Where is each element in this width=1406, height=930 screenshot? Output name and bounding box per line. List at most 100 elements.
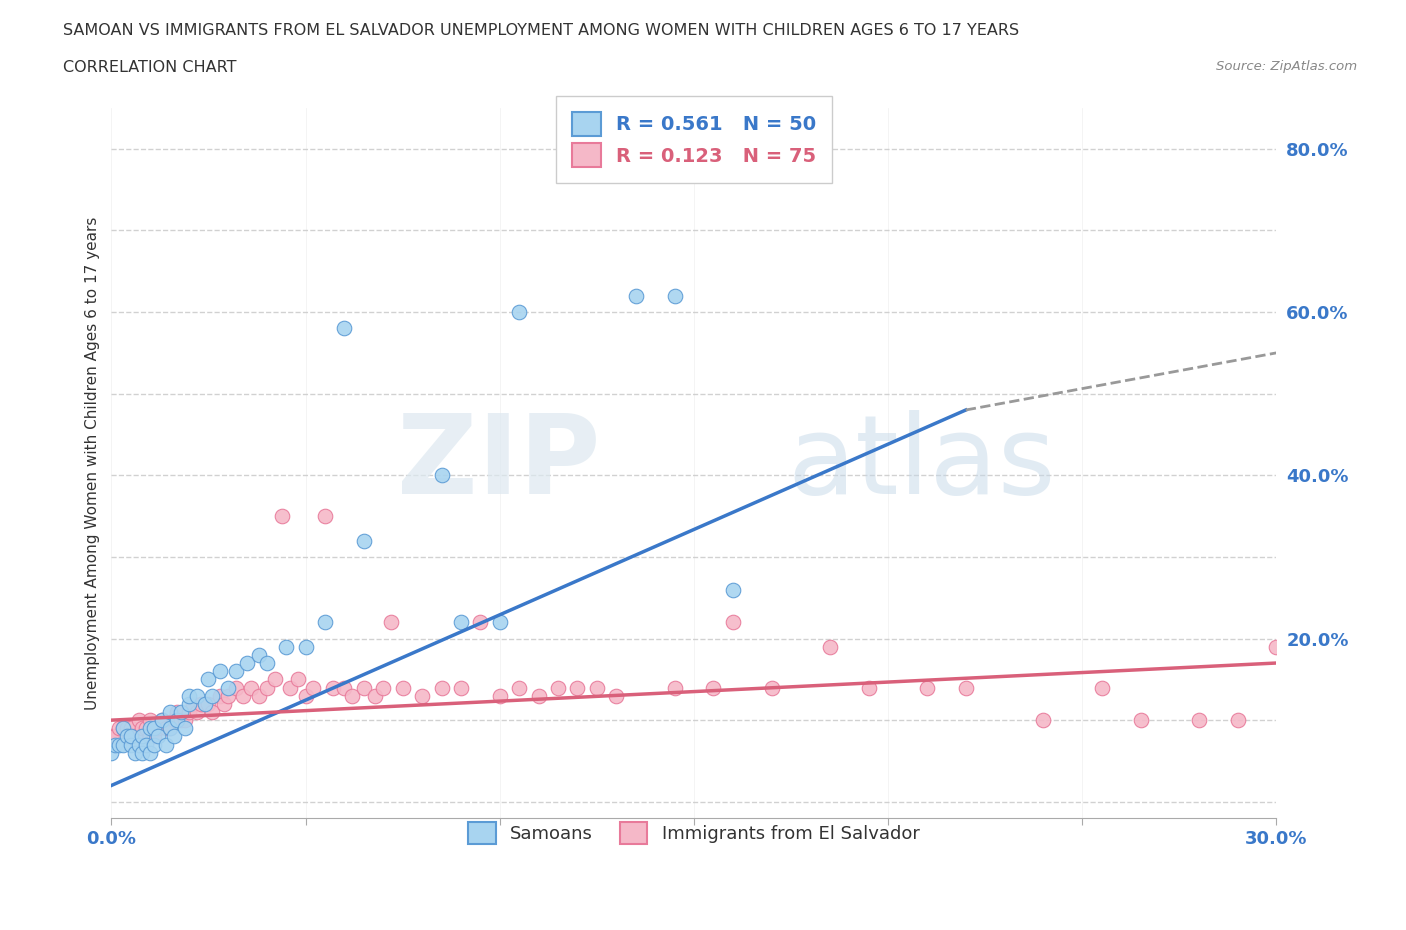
Point [1188,712,1211,727]
Point [120,729,142,744]
Point [373,680,395,695]
Point [166,705,188,720]
Point [100,729,122,744]
Point [143,729,166,744]
Point [225,664,247,679]
Point [302,680,325,695]
Point [190,697,212,711]
Point [162,712,184,727]
Legend: Samoans, Immigrants from El Salvador: Samoans, Immigrants from El Salvador [454,808,934,858]
Point [586,680,609,695]
Point [567,680,589,695]
Point [201,688,224,703]
Point [120,721,142,736]
Point [120,737,142,752]
Point [721,582,744,597]
Point [1129,712,1152,727]
Point [353,680,375,695]
Point [131,745,153,760]
Point [170,705,193,720]
Point [139,729,162,744]
Point [108,737,131,752]
Point [139,721,162,736]
Point [194,697,217,711]
Point [166,712,188,727]
Point [177,697,200,711]
Point [470,615,492,630]
Text: Source: ZipAtlas.com: Source: ZipAtlas.com [1216,60,1357,73]
Point [131,721,153,736]
Text: atlas: atlas [787,409,1056,516]
Point [340,688,363,703]
Point [174,712,197,727]
Point [124,745,146,760]
Point [217,680,239,695]
Point [314,509,336,524]
Point [364,688,387,703]
Point [915,680,938,695]
Point [955,680,977,695]
Point [197,697,219,711]
Point [314,615,336,630]
Point [818,639,841,654]
Point [150,712,173,727]
Point [276,639,298,654]
Point [177,705,200,720]
Point [181,697,204,711]
Point [143,737,166,752]
Point [155,737,177,752]
Point [128,737,150,752]
Point [108,721,131,736]
Point [197,671,219,686]
Point [508,305,530,320]
Point [664,680,686,695]
Point [721,615,744,630]
Point [177,688,200,703]
Point [159,705,181,720]
Point [124,729,146,744]
Point [263,671,285,686]
Point [100,745,122,760]
Point [135,737,157,752]
Point [605,688,627,703]
Point [450,680,472,695]
Point [294,688,316,703]
Point [159,721,181,736]
Point [271,509,294,524]
Point [430,468,453,483]
Point [217,688,239,703]
Point [112,721,135,736]
Point [240,680,263,695]
Point [761,680,783,695]
Point [209,664,232,679]
Point [322,680,344,695]
Point [488,688,510,703]
Point [135,721,157,736]
Point [294,639,316,654]
Point [131,729,153,744]
Point [287,671,309,686]
Point [212,697,235,711]
Point [333,680,356,695]
Point [225,680,247,695]
Point [353,533,375,548]
Point [430,680,453,695]
Y-axis label: Unemployment Among Women with Children Ages 6 to 17 years: Unemployment Among Women with Children A… [86,217,100,710]
Point [115,729,138,744]
Point [450,615,472,630]
Point [162,729,184,744]
Point [1091,680,1114,695]
Point [104,729,127,744]
Point [112,721,135,736]
Point [146,729,169,744]
Point [278,680,301,695]
Point [112,737,135,752]
Point [174,721,197,736]
Point [380,615,402,630]
Point [128,712,150,727]
Point [186,705,208,720]
Point [104,737,127,752]
Point [702,680,724,695]
Point [155,721,177,736]
Point [150,712,173,727]
